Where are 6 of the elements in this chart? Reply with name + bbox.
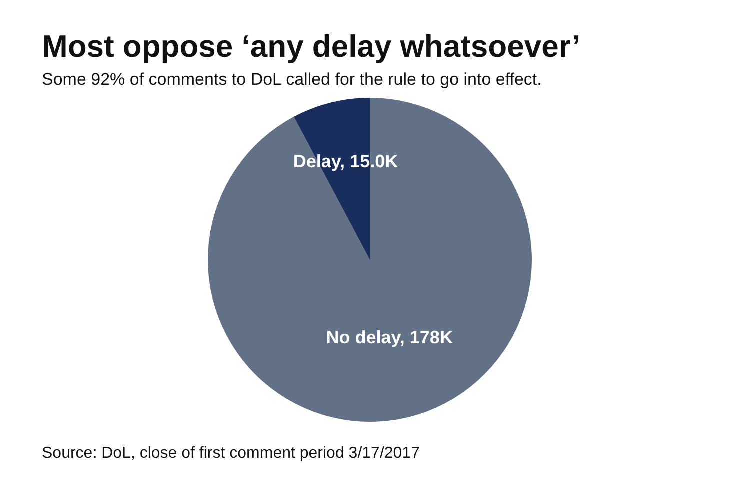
slice-label: Delay, 15.0K — [293, 151, 398, 172]
slice-label: No delay, 178K — [326, 327, 453, 348]
chart-subtitle: Some 92% of comments to DoL called for the rule to go into effect. — [42, 70, 542, 89]
chart-title: Most oppose ‘any delay whatsoever’ — [42, 29, 581, 64]
pie-slice — [208, 98, 532, 422]
source-note: Source: DoL, close of first comment period 3/17/2017 — [42, 445, 420, 462]
